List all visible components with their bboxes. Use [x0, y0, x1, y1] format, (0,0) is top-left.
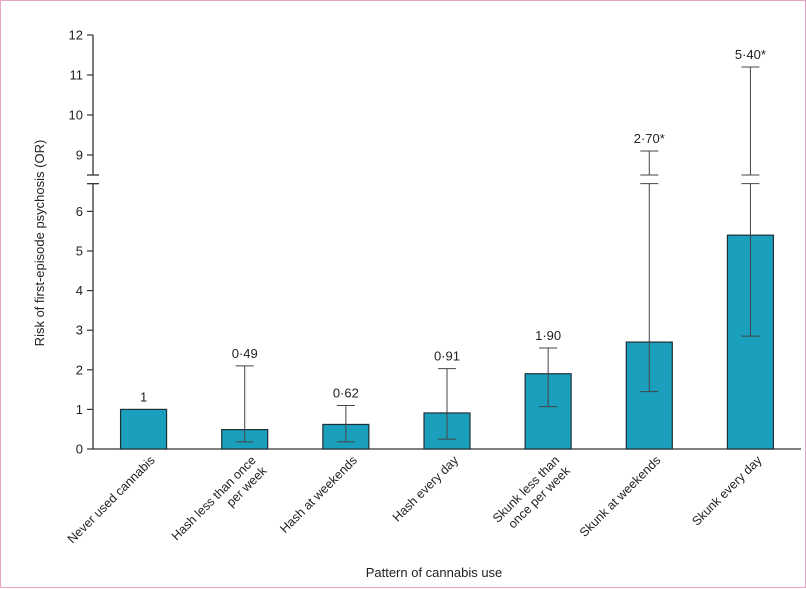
x-tick-label: Skunk at weekends — [577, 453, 664, 540]
x-axis-title: Pattern of cannabis use — [366, 565, 503, 580]
x-tick-label-line: Never used cannabis — [65, 453, 158, 546]
x-tick-label: Hash every day — [390, 453, 462, 525]
x-tick-label: Skunk every day — [689, 453, 765, 529]
error-bar — [640, 150, 659, 393]
y-tick-label: 2 — [76, 362, 83, 377]
y-tick-label: 1 — [76, 402, 83, 417]
y-tick-label: 6 — [76, 204, 83, 219]
x-tick-label-line: Hash every day — [390, 453, 462, 525]
y-tick-label: 9 — [76, 148, 83, 163]
x-tick-label-line: Hash less than once — [169, 453, 259, 543]
y-axis-title: Risk of first-episode psychosis (OR) — [32, 140, 47, 347]
data-label: 1 — [140, 389, 147, 404]
x-tick-label: Hash at weekends — [277, 453, 360, 536]
y-tick-label: 12 — [69, 28, 83, 43]
x-tick-label: Hash less than onceper week — [169, 453, 270, 554]
y-tick-label: 4 — [76, 283, 83, 298]
data-label: 2·70* — [634, 131, 665, 146]
x-tick-label: Never used cannabis — [65, 453, 158, 546]
data-label: 1·90 — [535, 328, 561, 343]
data-label: 0·49 — [232, 346, 258, 361]
error-bar — [336, 404, 355, 443]
error-bar — [539, 347, 558, 408]
data-label: 0·62 — [333, 385, 359, 400]
error-bar — [438, 368, 456, 440]
x-tick-label: Skunk less thanonce per week — [490, 453, 573, 536]
x-tick-label-line: Skunk at weekends — [577, 453, 664, 540]
bar — [119, 408, 168, 450]
error-bar — [741, 66, 760, 337]
error-bar — [235, 365, 254, 443]
x-tick-labels: Never used cannabis Hash less than oncepe… — [65, 453, 765, 554]
bars: 1 0·49 0·62 0·91 1·90 2·70* 5·40* — [119, 47, 775, 450]
data-label: 0·91 — [434, 349, 460, 364]
y-tick-label: 11 — [70, 68, 84, 83]
y-tick-label: 3 — [76, 323, 83, 338]
x-tick-label-line: Hash at weekends — [277, 453, 360, 536]
y-tick-label: 0 — [76, 442, 83, 457]
data-label: 5·40* — [735, 47, 766, 62]
x-tick-label-line: Skunk every day — [689, 453, 765, 529]
y-tick-label: 10 — [69, 108, 83, 123]
y-tick-label: 5 — [76, 244, 83, 259]
